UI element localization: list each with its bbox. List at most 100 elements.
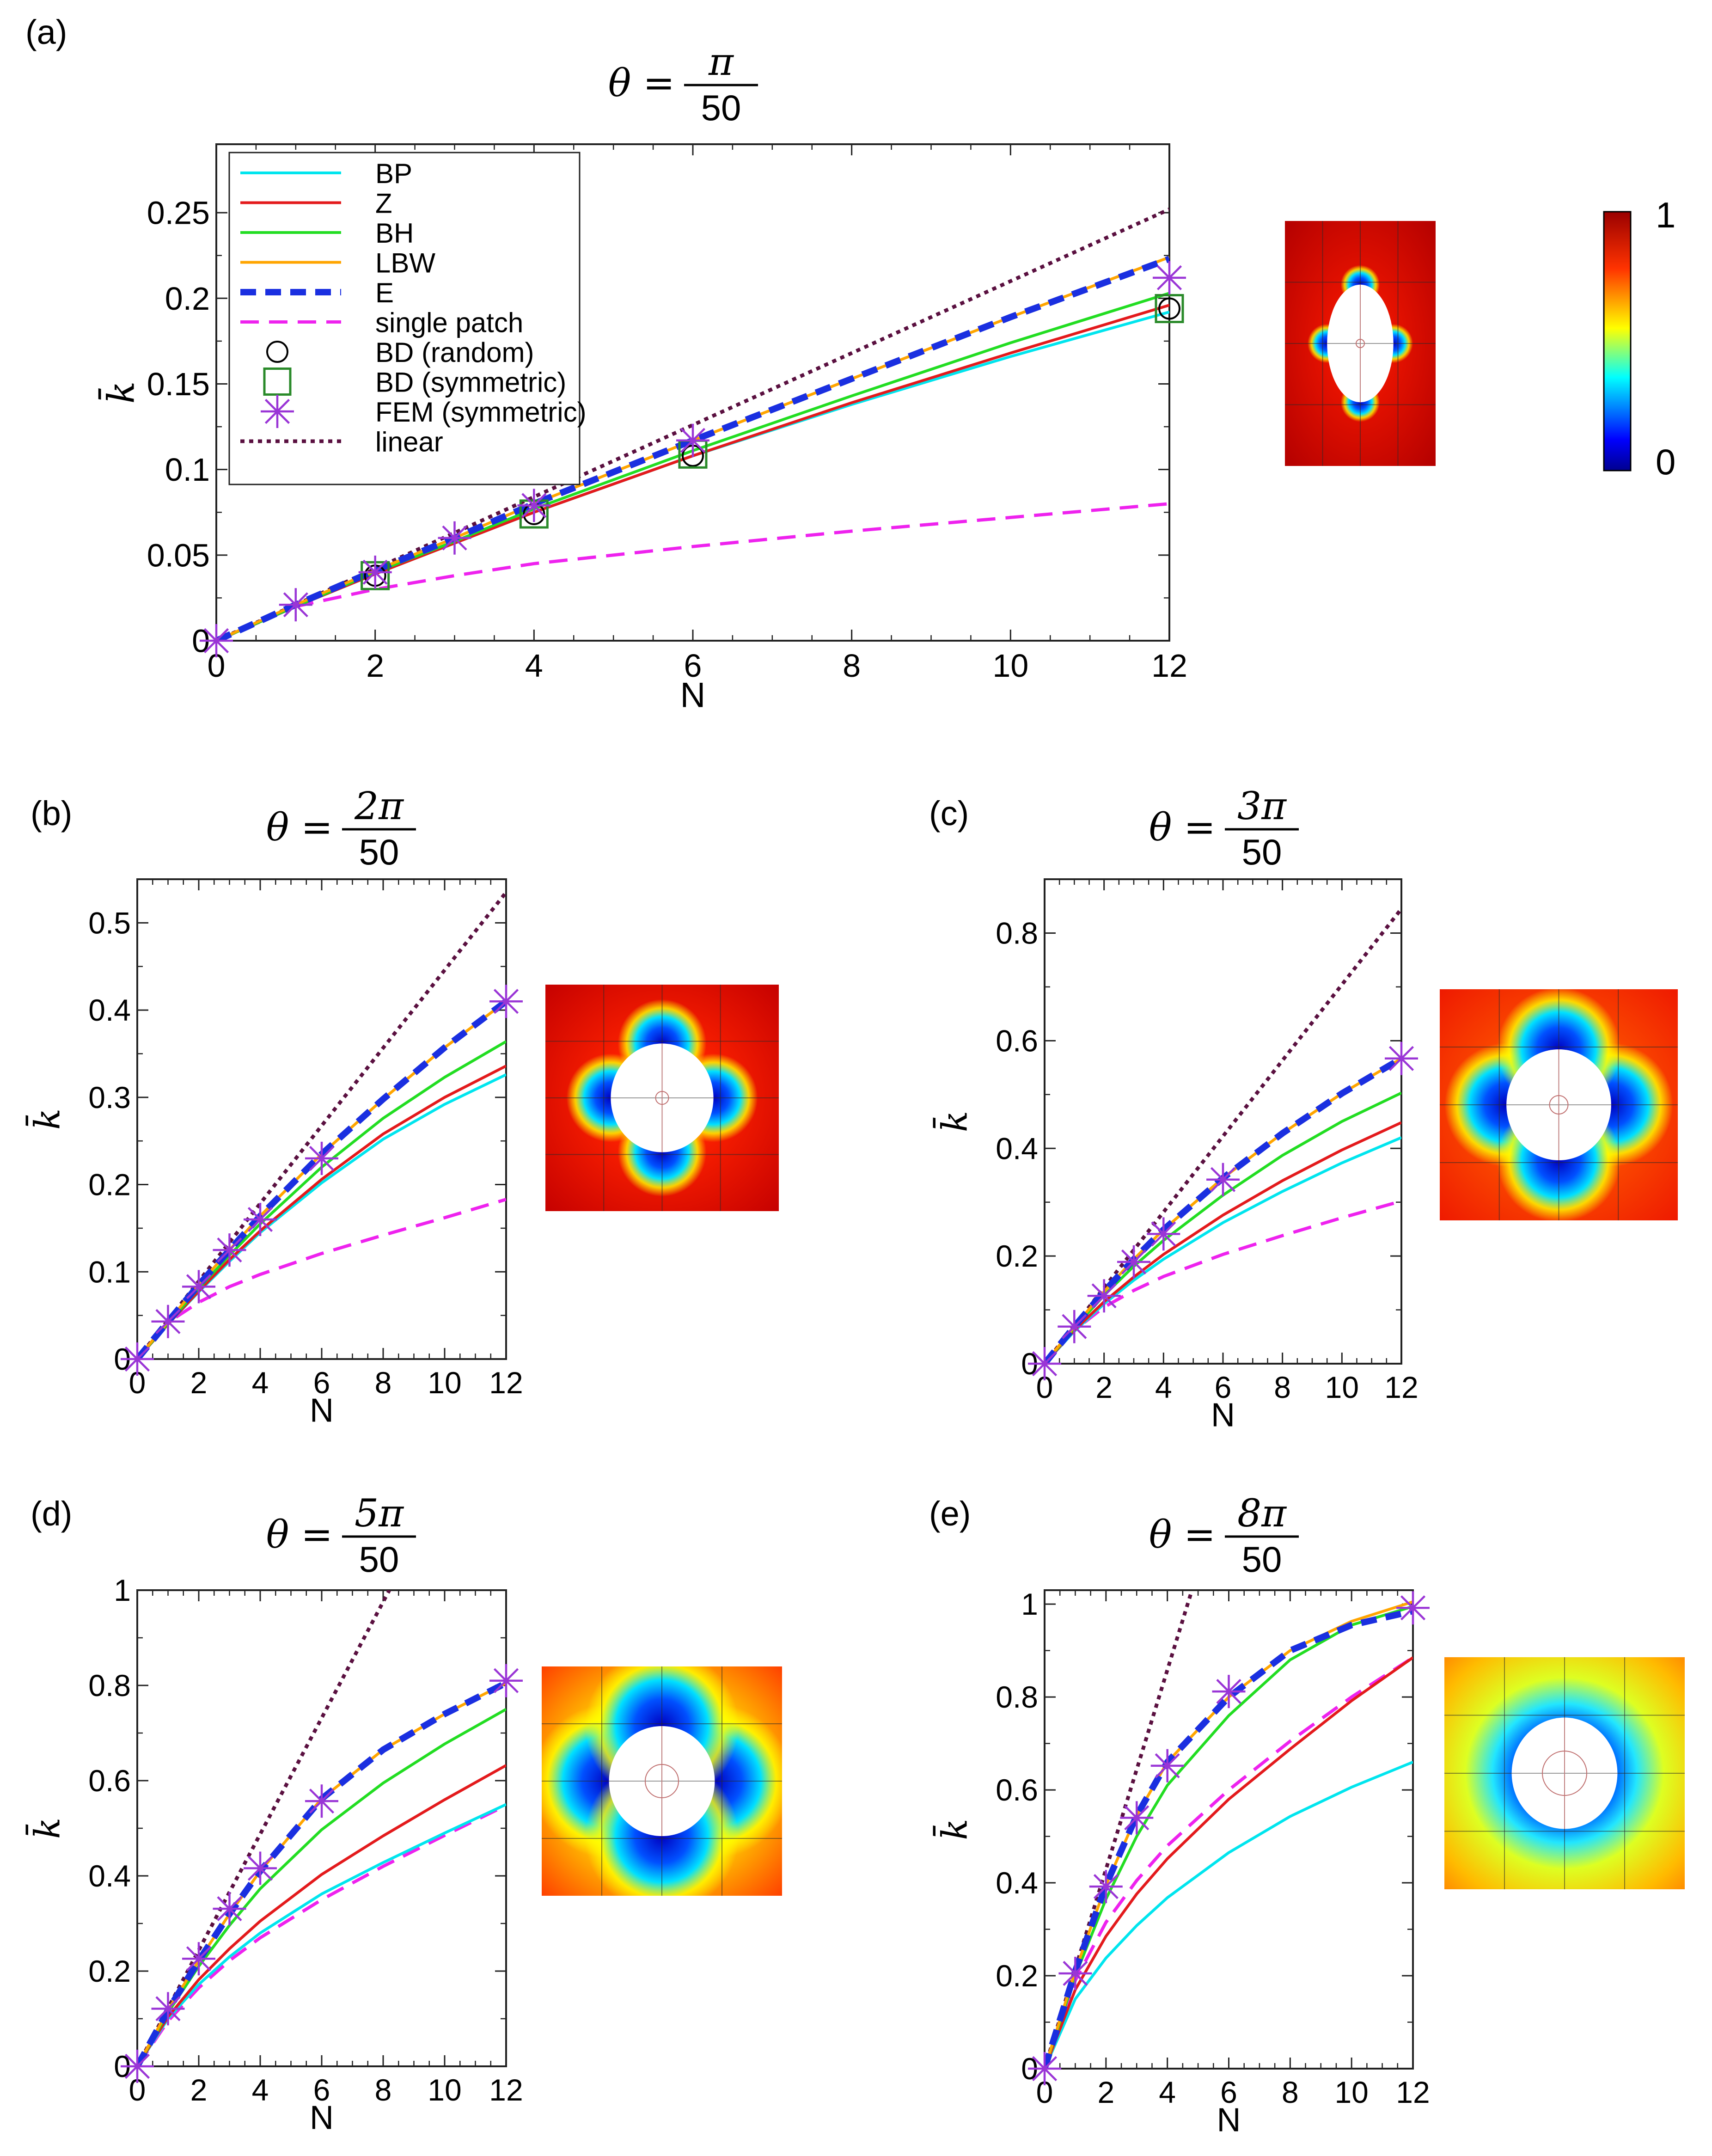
- legend-swatch-fem: [261, 395, 294, 428]
- y-tick-label: 1: [114, 1573, 131, 1607]
- series-markers: [200, 261, 1186, 657]
- series-line-Z: [137, 1764, 506, 2066]
- title-lhs: θ =: [1149, 1513, 1216, 1557]
- y-axis-label: k̄: [25, 1109, 67, 1130]
- marker-fem-symmetric: [1206, 1163, 1240, 1196]
- series-lines: [137, 1590, 506, 2066]
- y-tick-label: 0.6: [996, 1773, 1038, 1807]
- x-axis-label: N: [1217, 2101, 1241, 2138]
- legend-swatch-bds: [263, 368, 292, 396]
- heatmap-inset-d: [542, 1666, 782, 1896]
- y-tick-label: 0.8: [88, 1668, 131, 1703]
- title-denominator: 50: [1242, 832, 1282, 872]
- y-tick-label: 0.3: [88, 1080, 131, 1115]
- legend-label-BP: BP: [375, 158, 412, 189]
- panel-label: (b): [31, 794, 72, 833]
- particle-center-ring: [1542, 1751, 1587, 1796]
- title-lhs: θ =: [266, 1513, 333, 1557]
- title-numerator: π: [708, 40, 734, 84]
- title-numerator: 3π: [1237, 784, 1287, 828]
- heatmap-inset-b: [545, 985, 779, 1211]
- marker-fem-symmetric: [1396, 1591, 1430, 1625]
- x-axis-label: N: [680, 676, 706, 715]
- heatmap-content: [1444, 1657, 1685, 1889]
- marker-fem-symmetric: [182, 1942, 215, 1976]
- marker-fem-symmetric: [121, 1342, 154, 1376]
- particle-center-ring: [1356, 339, 1365, 348]
- series-lines: [1045, 1590, 1413, 2069]
- series-line-E: [1045, 1055, 1401, 1364]
- colorbar-max-label: 1: [1656, 195, 1675, 235]
- legend-label-single: single patch: [375, 307, 523, 338]
- series-line-single: [1045, 1199, 1401, 1364]
- legend-label-bds: BD (symmetric): [375, 367, 566, 398]
- title-denominator: 50: [359, 832, 399, 872]
- series-line-BP: [1045, 1761, 1413, 2069]
- marker-bd-symmetric: [1155, 294, 1184, 324]
- x-tick-label: 10: [1325, 1370, 1359, 1404]
- title-numerator: 8π: [1237, 1492, 1287, 1536]
- series-line-Z: [137, 1065, 506, 1359]
- x-tick-label: 4: [525, 648, 543, 684]
- heatmap-inset-a: [1285, 221, 1436, 466]
- panel-title: θ = π50: [608, 40, 758, 128]
- marker-fem-symmetric: [358, 555, 392, 589]
- y-tick-label: 0.1: [165, 452, 210, 488]
- title-denominator: 50: [1242, 1539, 1282, 1580]
- marker-fem-symmetric: [1212, 1675, 1246, 1709]
- title-lhs: θ =: [266, 806, 333, 850]
- heatmap-inset-e: [1444, 1657, 1685, 1889]
- series-line-single: [137, 1198, 506, 1359]
- heatmap-content: [1285, 221, 1436, 466]
- legend-label-fem: FEM (symmetric): [375, 397, 587, 428]
- marker-fem-symmetric: [1153, 261, 1186, 294]
- colorbar-gradient: [1603, 211, 1632, 472]
- marker-fem-symmetric: [213, 1233, 246, 1267]
- x-tick-label: 8: [375, 1366, 392, 1400]
- panel-label: (e): [929, 1494, 971, 1533]
- series-line-E: [216, 256, 1169, 641]
- legend-label-bdr: BD (random): [375, 337, 534, 368]
- x-tick-label: 12: [1151, 648, 1187, 684]
- y-tick-label: 1: [1021, 1587, 1038, 1621]
- panel-label: (d): [31, 1494, 72, 1533]
- series-line-BH: [137, 1040, 506, 1359]
- y-tick-label: 0.1: [88, 1255, 131, 1289]
- y-tick-label: 0.25: [147, 195, 210, 231]
- marker-fem-symmetric: [1028, 1347, 1061, 1380]
- marker-fem-symmetric: [151, 1305, 185, 1338]
- marker-fem-symmetric: [1150, 1749, 1184, 1782]
- series-line-BH: [137, 1708, 506, 2066]
- x-tick-label: 6: [313, 2073, 330, 2107]
- series-line-single: [1045, 1656, 1413, 2069]
- y-tick-label: 0.2: [996, 1239, 1038, 1273]
- y-tick-label: 0.15: [147, 366, 210, 402]
- legend-label-E: E: [375, 277, 394, 308]
- particle-center-ring: [645, 1764, 679, 1798]
- marker-fem-symmetric: [517, 489, 551, 522]
- marker-fem-symmetric: [1120, 1801, 1154, 1835]
- x-tick-label: 4: [252, 2073, 269, 2107]
- y-axis-label: k̄: [932, 1819, 975, 1840]
- marker-fem-symmetric: [244, 1203, 277, 1236]
- heatmap-inset-c: [1440, 989, 1678, 1220]
- x-tick-label: 8: [1282, 2075, 1299, 2109]
- marker-fem-symmetric: [1058, 1310, 1091, 1343]
- legend-label-linear: linear: [375, 427, 443, 458]
- panel-label: (a): [25, 13, 67, 51]
- x-tick-label: 10: [992, 648, 1028, 684]
- marker-fem-symmetric: [1087, 1279, 1121, 1313]
- x-tick-label: 2: [1095, 1370, 1113, 1404]
